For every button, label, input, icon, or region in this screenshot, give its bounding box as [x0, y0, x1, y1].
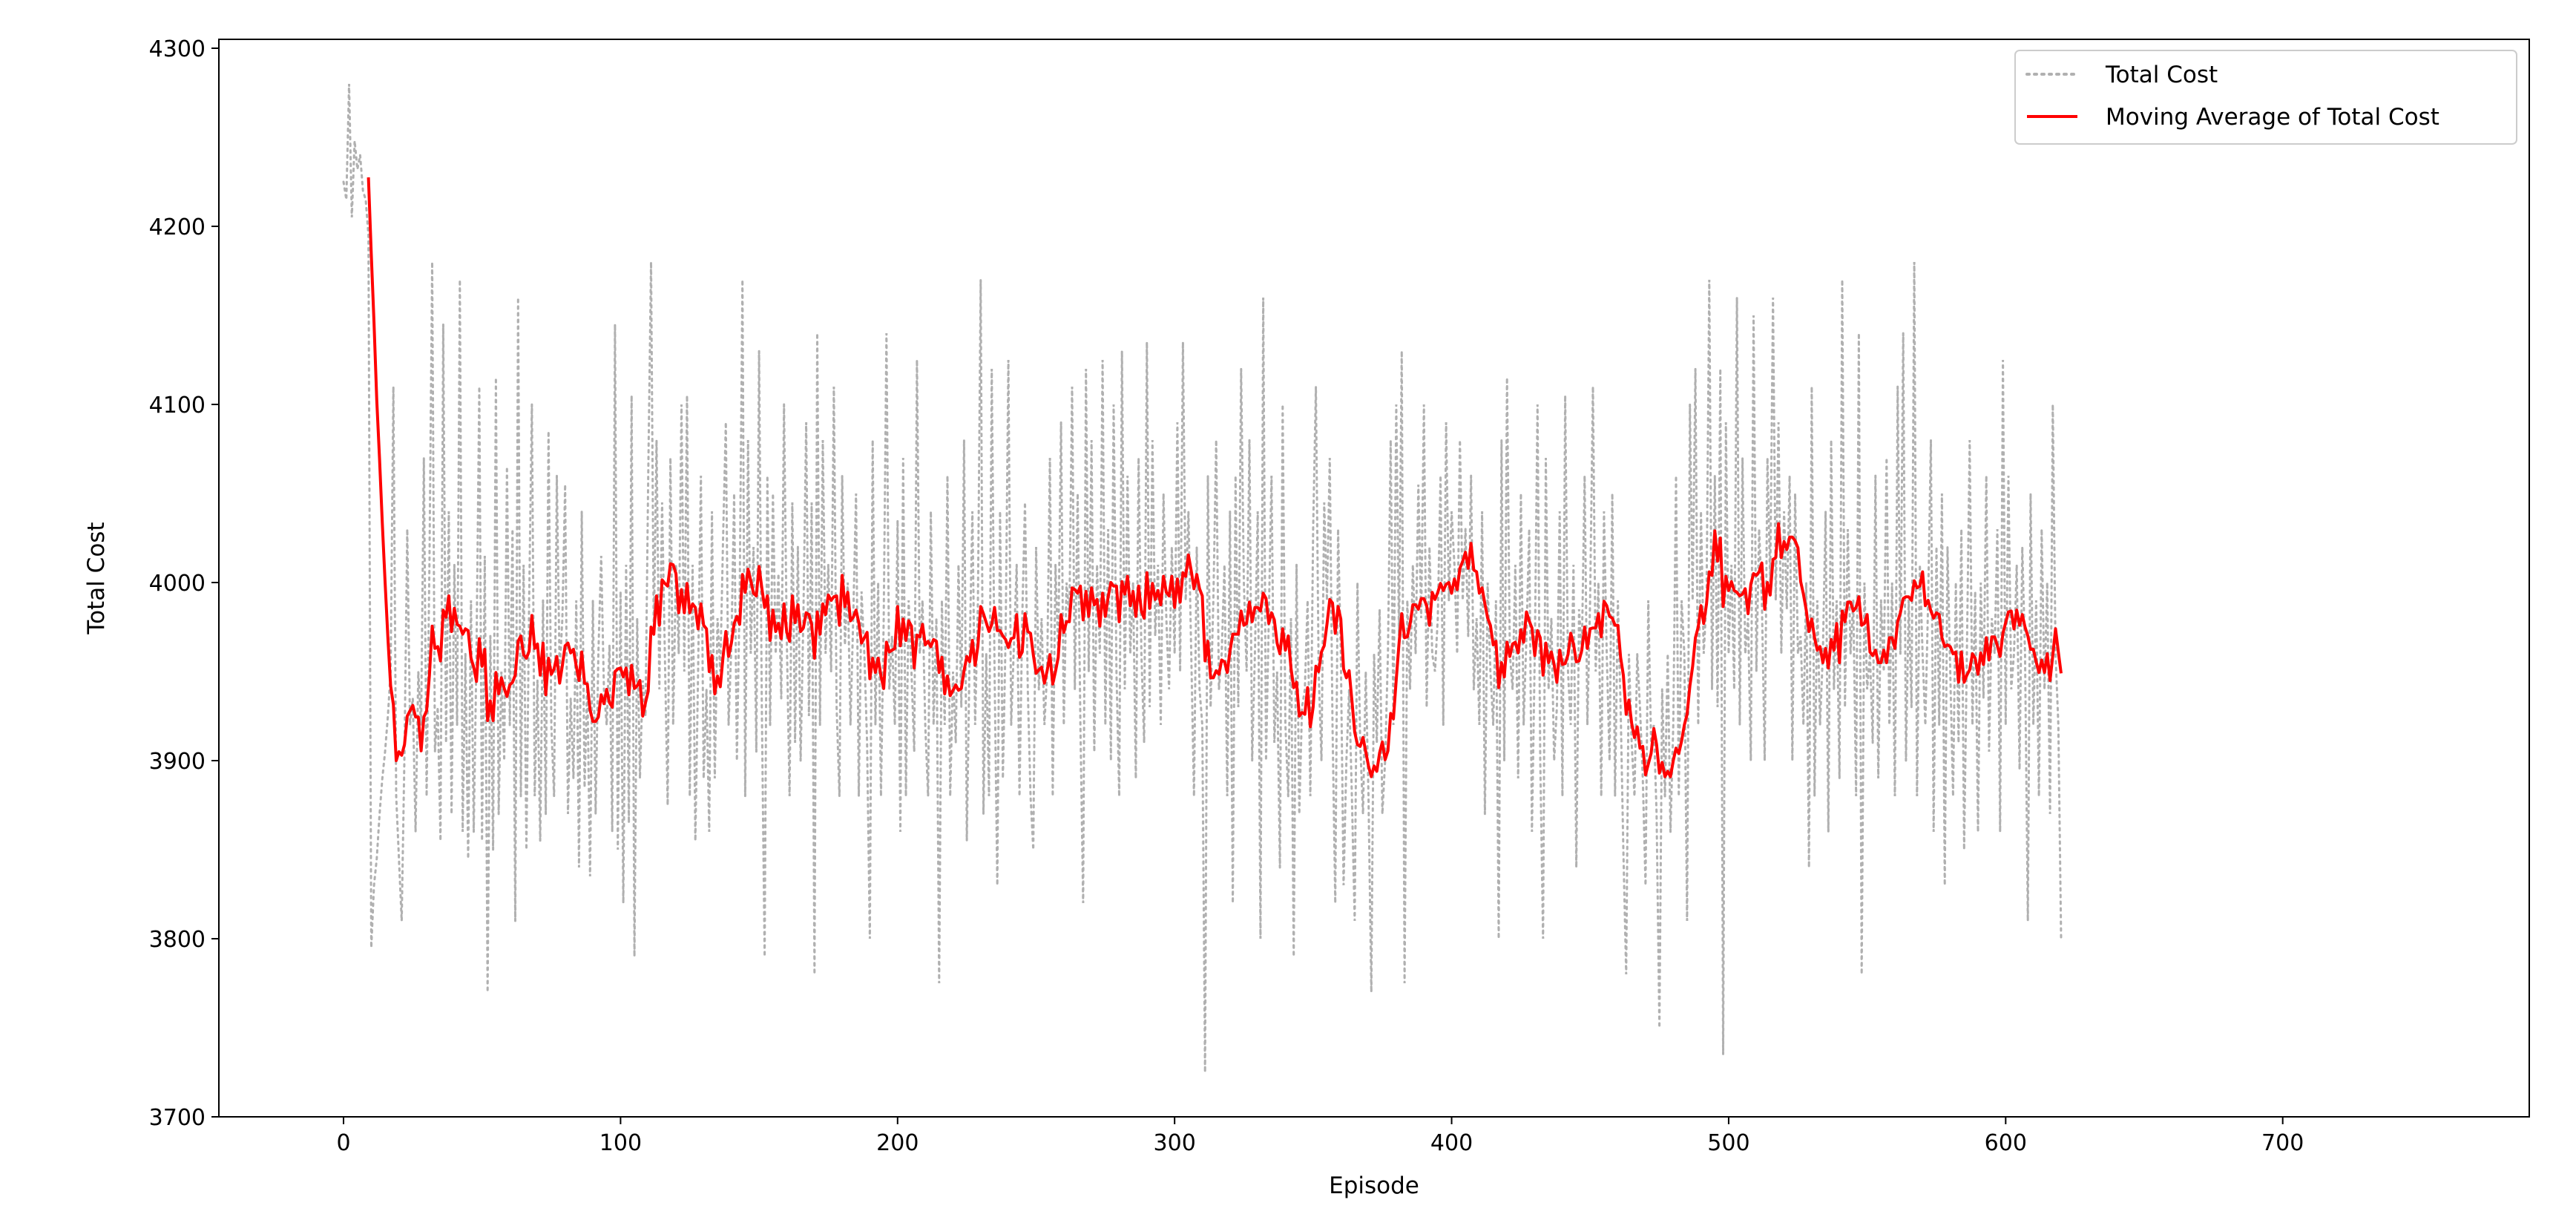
x-tick-label: 0 — [336, 1130, 350, 1156]
y-tick-label: 4200 — [149, 214, 206, 240]
x-axis-label: Episode — [1329, 1172, 1419, 1199]
legend-label-moving-average: Moving Average of Total Cost — [2106, 104, 2439, 131]
legend-box — [2014, 50, 2517, 145]
x-axis: 0 100 200 300 400 500 600 700 — [336, 1117, 2304, 1156]
plot-frame — [218, 39, 2530, 1118]
plot-content — [342, 83, 2063, 1073]
x-tick-label: 200 — [876, 1130, 919, 1156]
legend: Total Cost Moving Average of Total Cost — [2014, 50, 2517, 145]
y-axis-label: Total Cost — [83, 522, 110, 634]
y-tick-label: 3700 — [149, 1105, 206, 1131]
x-tick-label: 700 — [2261, 1130, 2304, 1156]
series-line-total-cost — [342, 83, 2063, 1073]
x-tick-label: 600 — [1985, 1130, 2027, 1156]
y-tick-label: 3800 — [149, 927, 206, 953]
legend-label-total-cost: Total Cost — [2105, 62, 2218, 88]
x-tick-label: 100 — [599, 1130, 642, 1156]
x-tick-label: 500 — [1707, 1130, 1749, 1156]
y-tick-label: 4300 — [149, 36, 206, 62]
y-axis: 3700 3800 3900 4000 4100 4200 4300 — [149, 36, 219, 1131]
y-tick-label: 3900 — [149, 749, 206, 775]
x-tick-label: 300 — [1154, 1130, 1196, 1156]
y-tick-label: 4000 — [149, 571, 206, 597]
series-line-moving-average — [367, 177, 2063, 778]
y-tick-label: 4100 — [149, 393, 206, 419]
x-tick-label: 400 — [1430, 1130, 1473, 1156]
